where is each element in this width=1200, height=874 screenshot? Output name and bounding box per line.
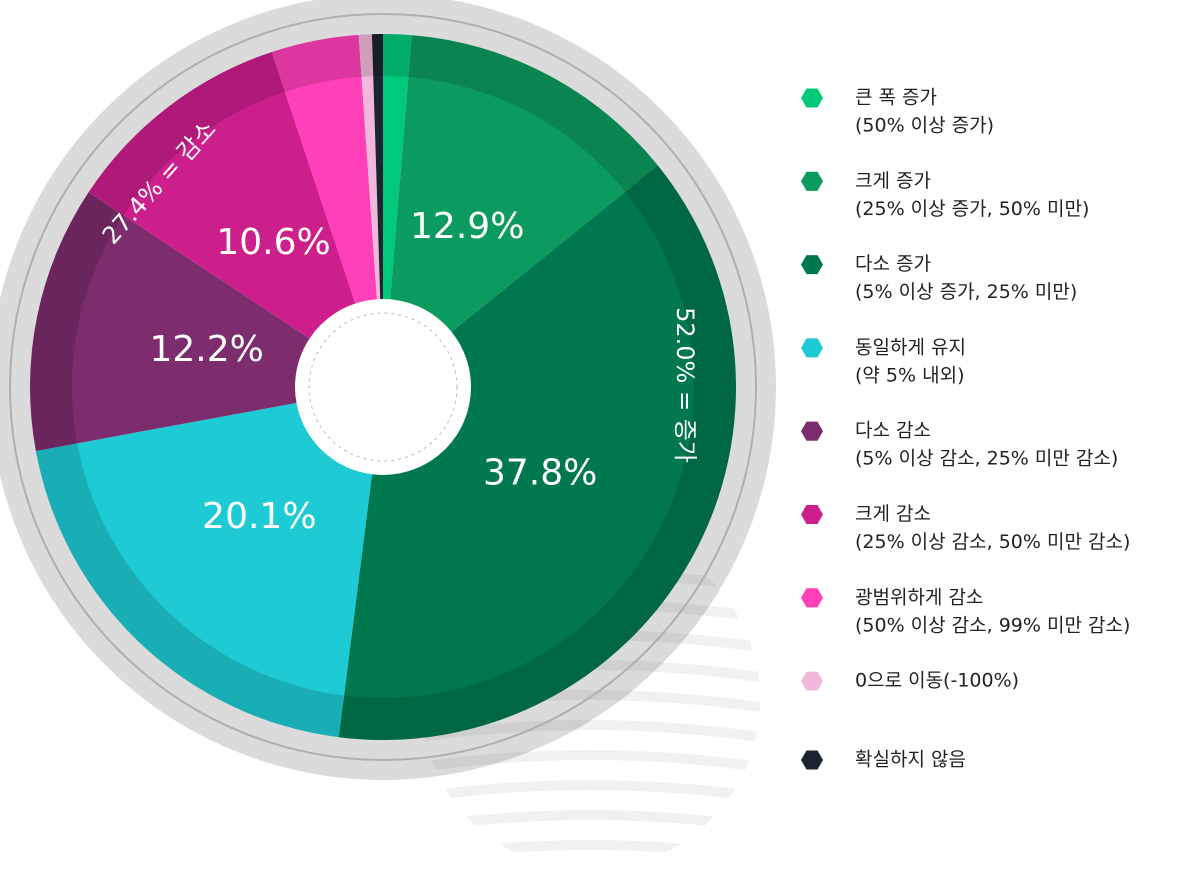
legend-label: 큰 폭 증가: [855, 87, 937, 109]
hole-dash: [308, 312, 458, 462]
legend-description: (약 5% 내외): [855, 364, 965, 386]
outer-band-shade: [0, 0, 776, 780]
legend-swatch: [801, 421, 823, 441]
legend-label: 확실하지 않음: [855, 749, 966, 771]
legend-swatch: [801, 338, 823, 358]
slice: [383, 34, 412, 387]
slice: [271, 34, 383, 388]
legend-swatch: [801, 504, 823, 525]
pie: [30, 34, 736, 740]
legend-label: 광범위하게 감소: [855, 586, 983, 608]
slice: [88, 51, 383, 388]
value-label: 12.9%: [410, 206, 524, 247]
value-label: 10.6%: [216, 222, 330, 263]
legend-label: 크게 감소: [855, 503, 931, 525]
legend-swatch: [801, 750, 823, 770]
legend-description: (50% 이상 감소, 99% 미만 감소): [855, 614, 1130, 636]
slice: [358, 34, 383, 387]
legend-swatch: [801, 88, 823, 108]
legend-swatch: [801, 255, 823, 275]
legend-description: (25% 이상 증가, 50% 미만): [855, 198, 1089, 220]
group-label: 52.0% = 증가: [671, 307, 699, 463]
legend-swatch: [801, 171, 823, 191]
slice: [35, 387, 383, 738]
donut-hole: [295, 299, 471, 475]
slice: [30, 192, 384, 451]
legend-label: 다소 증가: [855, 253, 931, 275]
legend-label: 크게 증가: [855, 170, 931, 192]
slice: [338, 165, 736, 740]
slice: [371, 34, 383, 387]
legend-description: (5% 이상 증가, 25% 미만): [855, 281, 1077, 303]
legend: 큰 폭 증가 (50% 이상 증가) 크게 증가 (25% 이상 증가, 50% 미만…: [801, 87, 1130, 771]
legend-swatch: [801, 588, 823, 608]
value-label: 12.2%: [149, 329, 263, 370]
legend-description: (5% 이상 감소, 25% 미만 감소): [855, 448, 1118, 470]
legend-swatch: [801, 671, 823, 691]
slice: [383, 35, 658, 387]
value-label: 37.8%: [483, 453, 597, 494]
legend-label: 0으로 이동(-100%): [855, 670, 1019, 692]
legend-label: 동일하게 유지: [855, 336, 966, 358]
legend-description: (25% 이상 감소, 50% 미만 감소): [855, 531, 1130, 553]
outer-ring: [9, 13, 757, 761]
legend-description: (50% 이상 증가): [855, 115, 994, 137]
value-label: 20.1%: [202, 496, 316, 537]
legend-label: 다소 감소: [855, 420, 931, 442]
